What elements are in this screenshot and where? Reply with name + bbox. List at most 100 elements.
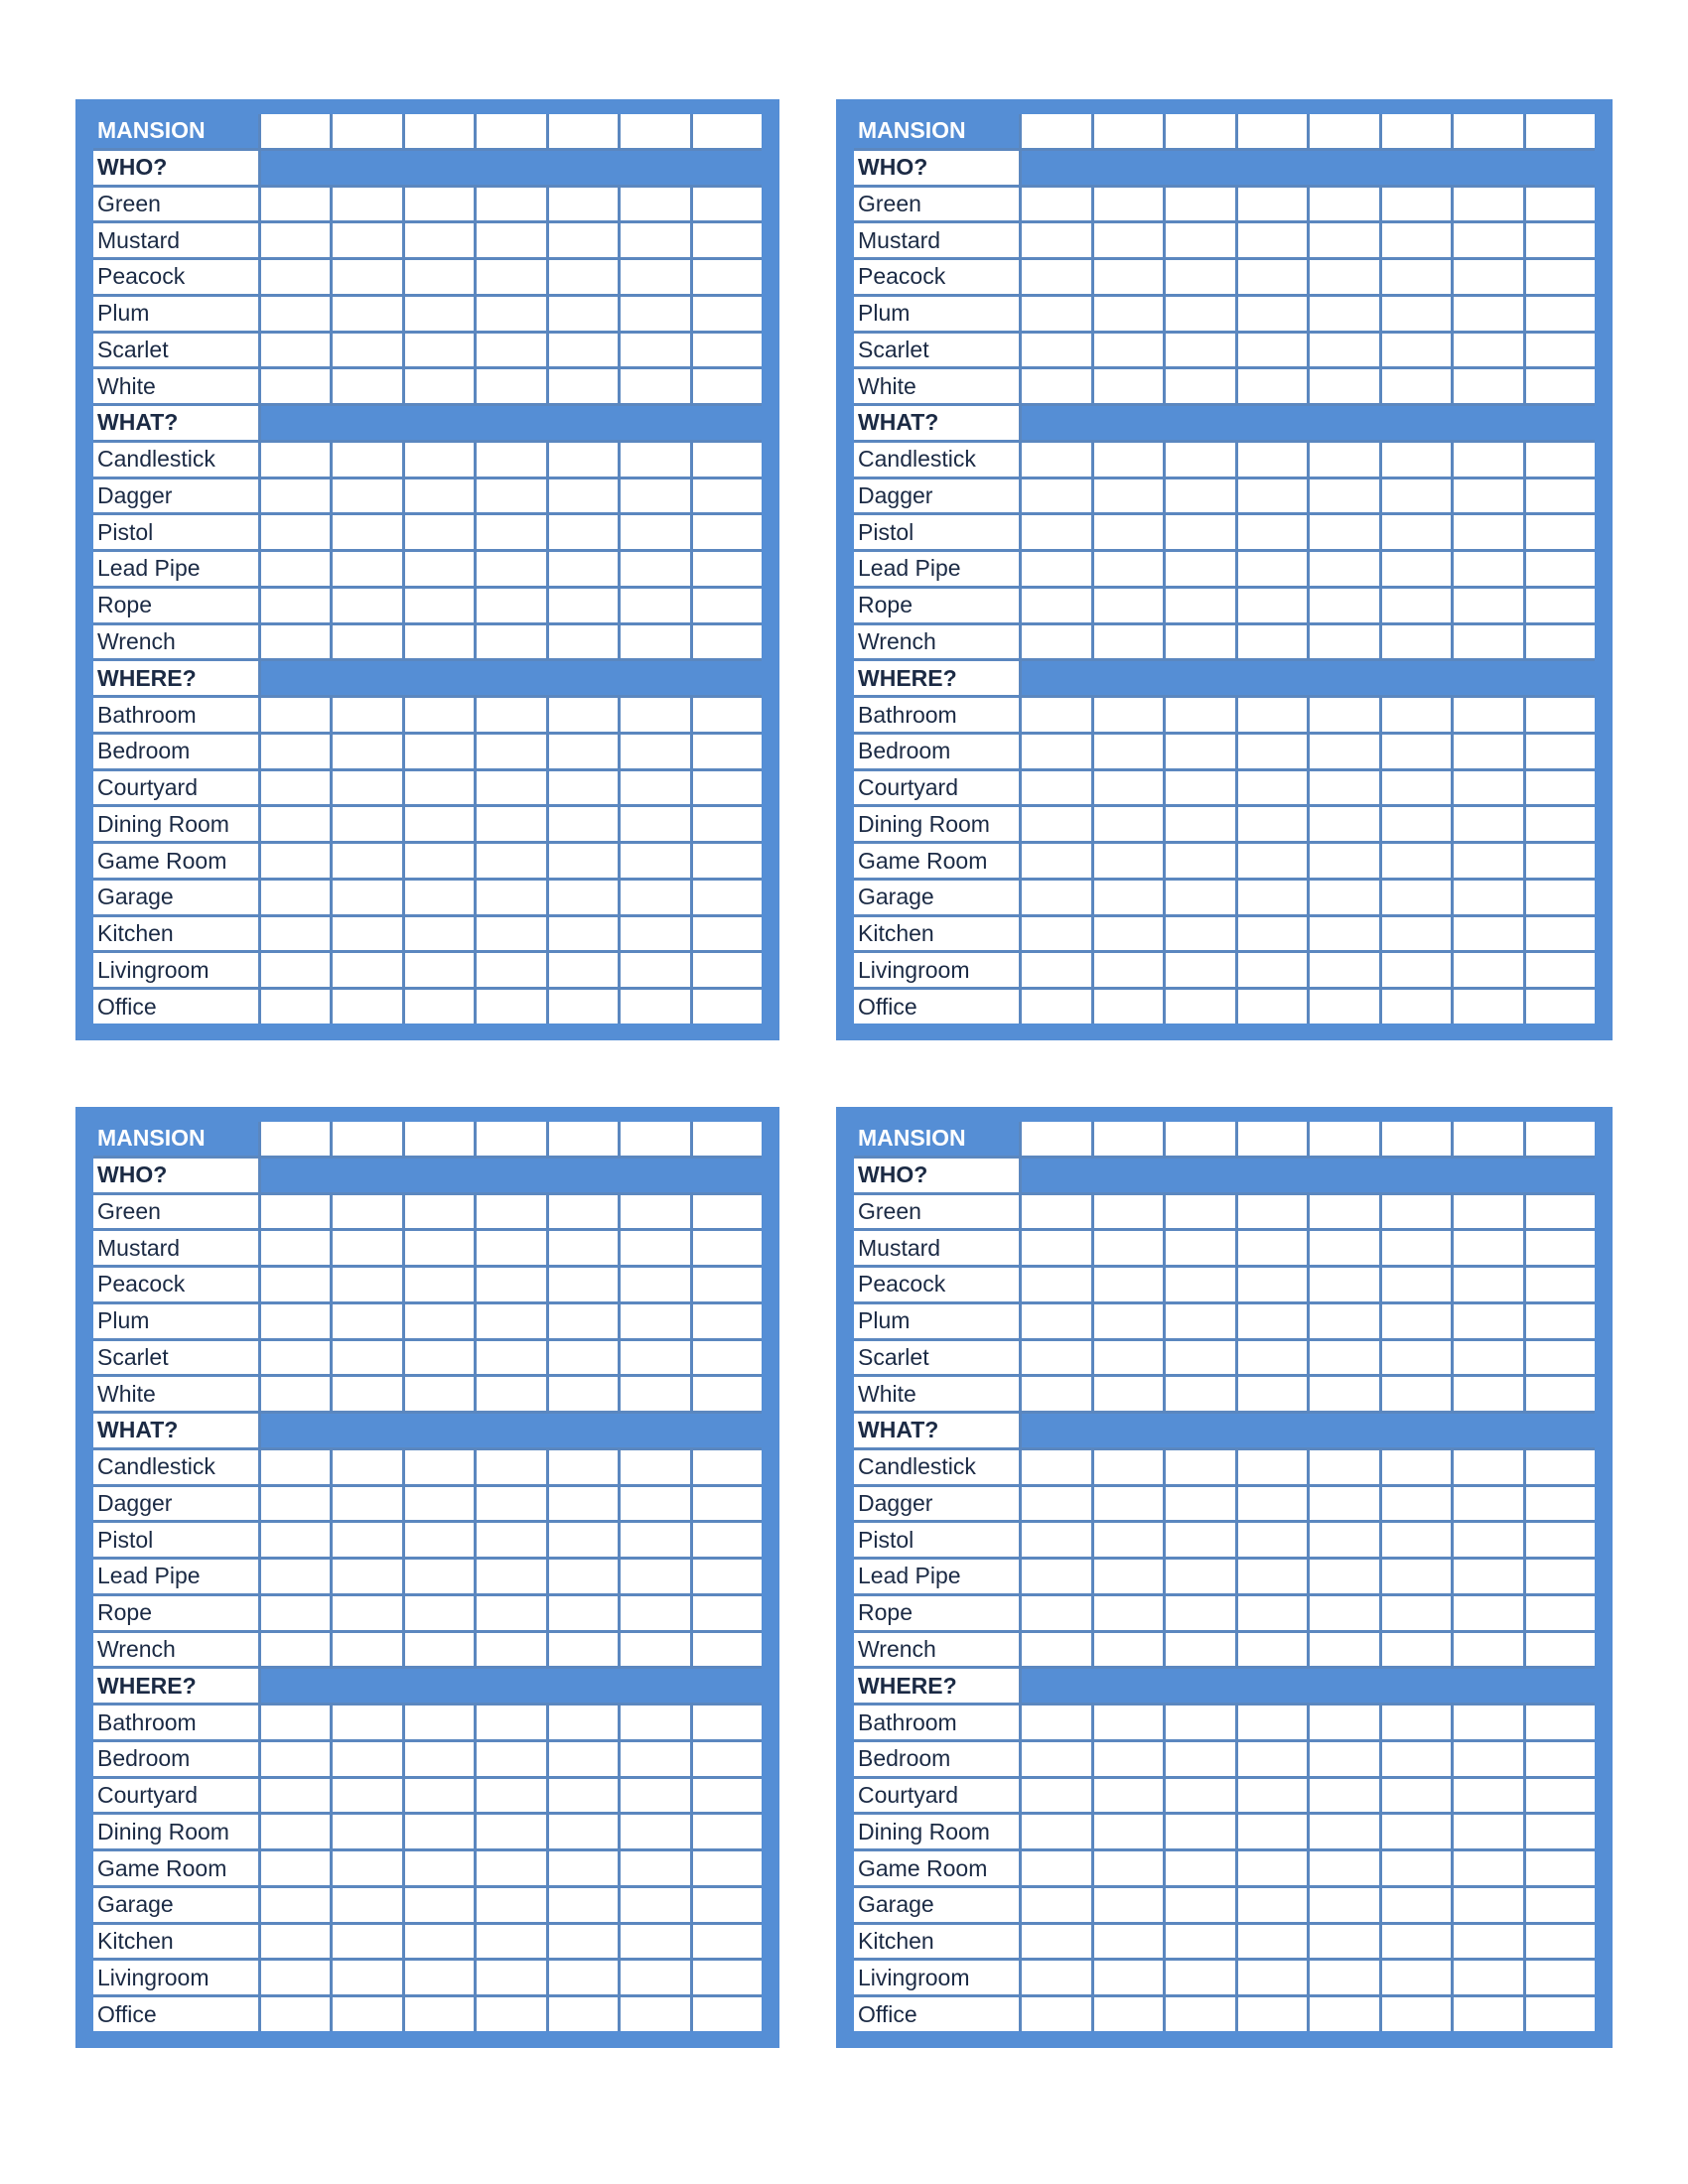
check-cell[interactable] — [548, 1340, 619, 1375]
check-cell[interactable] — [1166, 880, 1235, 914]
check-cell[interactable] — [692, 1194, 762, 1229]
check-cell[interactable] — [1237, 880, 1307, 914]
check-cell[interactable] — [477, 990, 546, 1024]
check-cell[interactable] — [1310, 807, 1379, 842]
check-cell[interactable] — [333, 990, 402, 1024]
check-cell[interactable] — [1022, 880, 1091, 914]
check-cell[interactable] — [404, 588, 475, 622]
check-cell[interactable] — [1310, 734, 1379, 768]
check-cell[interactable] — [1525, 296, 1595, 331]
check-cell[interactable] — [1237, 1961, 1307, 1995]
check-cell[interactable] — [1310, 1815, 1379, 1849]
check-cell[interactable] — [1310, 1851, 1379, 1885]
check-cell[interactable] — [621, 1997, 690, 2031]
check-cell[interactable] — [1166, 770, 1235, 805]
player-name-cell[interactable] — [1022, 1122, 1091, 1156]
check-cell[interactable] — [1454, 369, 1523, 404]
check-cell[interactable] — [1381, 1778, 1451, 1813]
check-cell[interactable] — [261, 1560, 331, 1593]
check-cell[interactable] — [1454, 1741, 1523, 1776]
check-cell[interactable] — [548, 1851, 619, 1885]
check-cell[interactable] — [333, 1706, 402, 1739]
player-name-cell[interactable] — [404, 1122, 475, 1156]
check-cell[interactable] — [1310, 1741, 1379, 1776]
check-cell[interactable] — [1237, 1377, 1307, 1412]
check-cell[interactable] — [548, 624, 619, 659]
check-cell[interactable] — [477, 1924, 546, 1959]
check-cell[interactable] — [1525, 1815, 1595, 1849]
check-cell[interactable] — [548, 260, 619, 294]
check-cell[interactable] — [477, 552, 546, 586]
check-cell[interactable] — [1525, 1523, 1595, 1558]
check-cell[interactable] — [1525, 1632, 1595, 1667]
check-cell[interactable] — [1022, 442, 1091, 477]
check-cell[interactable] — [692, 880, 762, 914]
check-cell[interactable] — [1166, 1486, 1235, 1521]
check-cell[interactable] — [477, 296, 546, 331]
check-cell[interactable] — [1237, 1595, 1307, 1630]
check-cell[interactable] — [1525, 478, 1595, 513]
check-cell[interactable] — [1525, 698, 1595, 732]
check-cell[interactable] — [1237, 1778, 1307, 1813]
check-cell[interactable] — [621, 1377, 690, 1412]
player-name-cell[interactable] — [1310, 114, 1379, 148]
check-cell[interactable] — [477, 260, 546, 294]
check-cell[interactable] — [1381, 442, 1451, 477]
check-cell[interactable] — [333, 1924, 402, 1959]
check-cell[interactable] — [1022, 1340, 1091, 1375]
check-cell[interactable] — [1381, 296, 1451, 331]
check-cell[interactable] — [261, 1449, 331, 1484]
check-cell[interactable] — [1454, 1887, 1523, 1922]
check-cell[interactable] — [1022, 1961, 1091, 1995]
check-cell[interactable] — [692, 369, 762, 404]
check-cell[interactable] — [1237, 1887, 1307, 1922]
check-cell[interactable] — [477, 333, 546, 367]
check-cell[interactable] — [1022, 698, 1091, 732]
check-cell[interactable] — [333, 333, 402, 367]
player-name-cell[interactable] — [692, 114, 762, 148]
check-cell[interactable] — [1237, 698, 1307, 732]
check-cell[interactable] — [1093, 260, 1163, 294]
check-cell[interactable] — [1093, 1706, 1163, 1739]
check-cell[interactable] — [404, 734, 475, 768]
check-cell[interactable] — [404, 624, 475, 659]
check-cell[interactable] — [1237, 369, 1307, 404]
check-cell[interactable] — [404, 1231, 475, 1266]
check-cell[interactable] — [1454, 698, 1523, 732]
check-cell[interactable] — [1237, 1231, 1307, 1266]
check-cell[interactable] — [692, 1815, 762, 1849]
check-cell[interactable] — [1381, 1486, 1451, 1521]
check-cell[interactable] — [333, 1377, 402, 1412]
check-cell[interactable] — [1310, 953, 1379, 988]
check-cell[interactable] — [404, 1486, 475, 1521]
check-cell[interactable] — [261, 624, 331, 659]
check-cell[interactable] — [1237, 844, 1307, 878]
check-cell[interactable] — [548, 953, 619, 988]
check-cell[interactable] — [1310, 1303, 1379, 1338]
check-cell[interactable] — [477, 1741, 546, 1776]
check-cell[interactable] — [621, 369, 690, 404]
check-cell[interactable] — [1022, 1231, 1091, 1266]
check-cell[interactable] — [1381, 1961, 1451, 1995]
check-cell[interactable] — [1093, 770, 1163, 805]
check-cell[interactable] — [1237, 1523, 1307, 1558]
check-cell[interactable] — [477, 1961, 546, 1995]
check-cell[interactable] — [1310, 552, 1379, 586]
check-cell[interactable] — [548, 1560, 619, 1593]
check-cell[interactable] — [477, 1268, 546, 1301]
check-cell[interactable] — [548, 296, 619, 331]
check-cell[interactable] — [1093, 1194, 1163, 1229]
check-cell[interactable] — [404, 1340, 475, 1375]
check-cell[interactable] — [621, 1523, 690, 1558]
check-cell[interactable] — [1310, 916, 1379, 951]
check-cell[interactable] — [404, 515, 475, 550]
check-cell[interactable] — [1310, 1706, 1379, 1739]
check-cell[interactable] — [548, 1449, 619, 1484]
check-cell[interactable] — [404, 1449, 475, 1484]
check-cell[interactable] — [1237, 442, 1307, 477]
check-cell[interactable] — [1022, 1523, 1091, 1558]
check-cell[interactable] — [621, 734, 690, 768]
check-cell[interactable] — [1310, 1449, 1379, 1484]
check-cell[interactable] — [1381, 333, 1451, 367]
check-cell[interactable] — [1022, 1924, 1091, 1959]
